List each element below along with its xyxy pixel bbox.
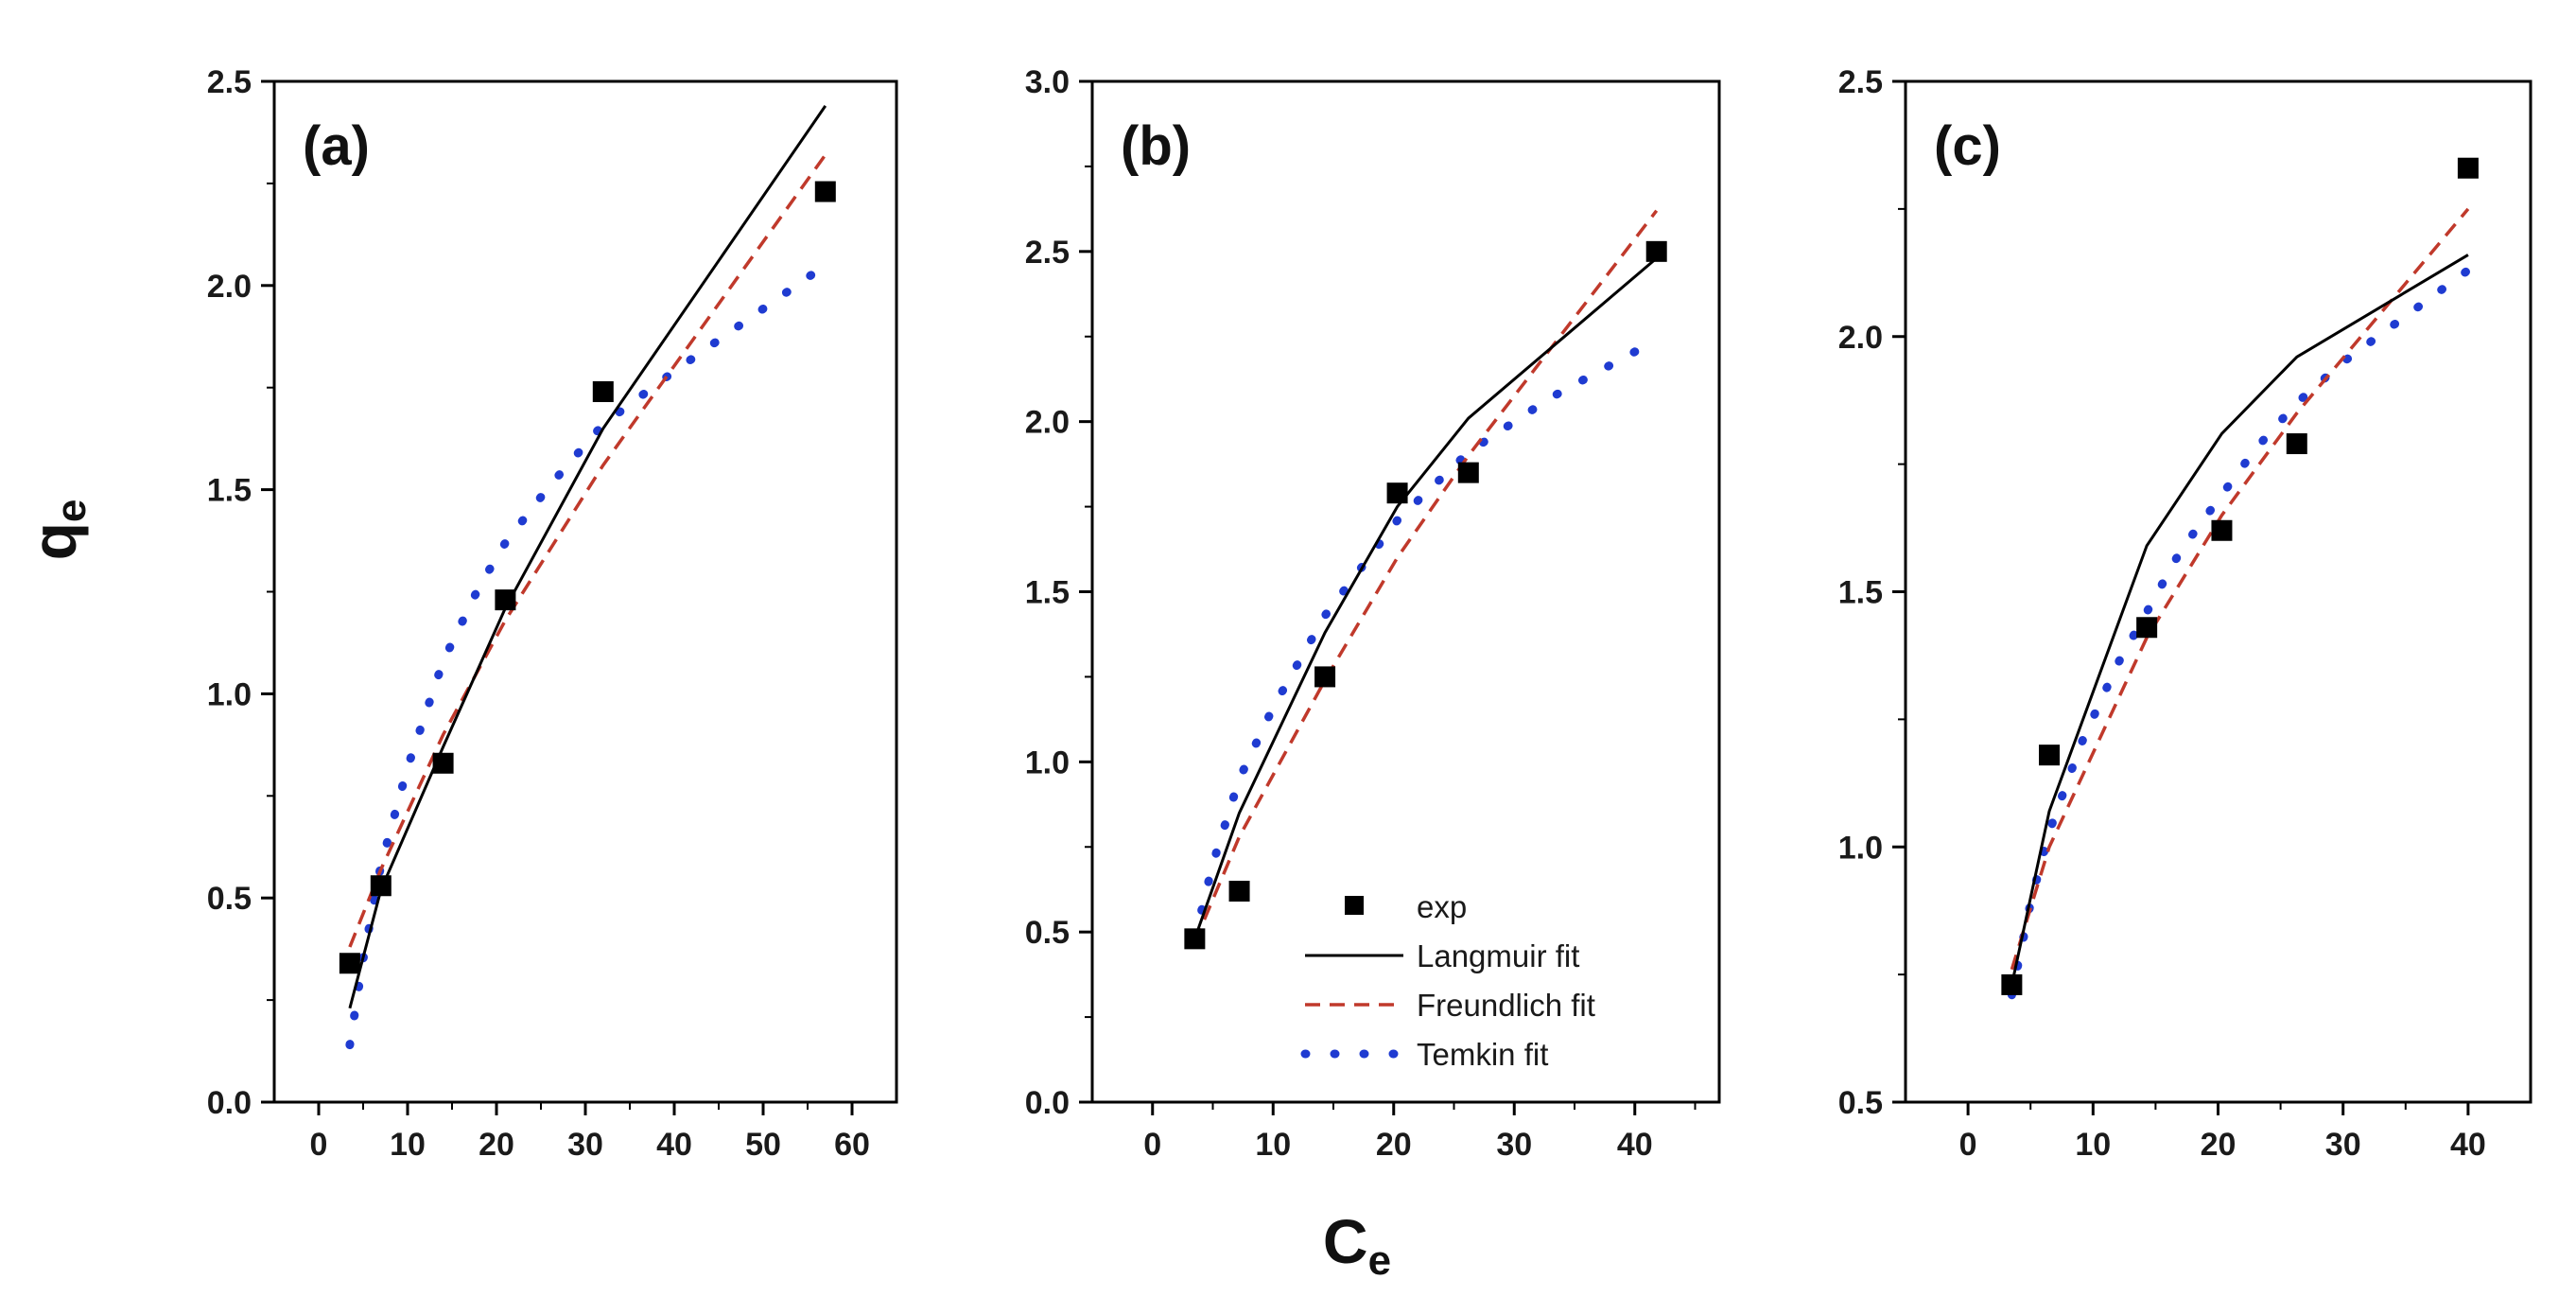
y-tick-label: 0.5 bbox=[207, 881, 252, 917]
series-line-freundlich-fit bbox=[348, 153, 827, 948]
y-tick-label: 0.0 bbox=[1025, 1085, 1070, 1121]
y-tick-label: 0.0 bbox=[207, 1085, 252, 1121]
legend-label: exp bbox=[1417, 889, 1467, 924]
data-point-exp bbox=[2001, 973, 2023, 995]
data-point-exp bbox=[370, 875, 392, 897]
y-tick-label: 1.5 bbox=[1838, 575, 1883, 611]
x-axis-title-main: C bbox=[1323, 1206, 1368, 1276]
data-point-exp bbox=[1184, 928, 1206, 950]
y-tick-label: 2.0 bbox=[207, 269, 252, 305]
plot-area: 0 10 20 30 40 50 60 0.0 0.5 1.0 1.5 2.0 2.5 (a) 0 10 20 3… bbox=[207, 64, 2532, 1163]
series-line-freundlich-fit bbox=[2010, 207, 2470, 971]
data-point-exp bbox=[1645, 240, 1667, 262]
y-axis-title: qe bbox=[19, 500, 95, 561]
data-point-exp bbox=[2457, 157, 2479, 179]
panel-label: (b) bbox=[1121, 115, 1191, 177]
y-tick-label: 0.5 bbox=[1838, 1085, 1883, 1121]
x-tick-label: 10 bbox=[390, 1127, 426, 1163]
legend-symbol-exp bbox=[1345, 896, 1364, 915]
y-axis-title-main: q bbox=[19, 522, 89, 560]
y-tick-label: 1.5 bbox=[207, 473, 252, 509]
panel-label: (c) bbox=[1934, 115, 2001, 177]
y-tick-label: 3.0 bbox=[1025, 64, 1070, 100]
panel-c: 0 10 20 30 40 0.5 1.0 1.5 2.0 2.5 (c) bbox=[1838, 64, 2532, 1163]
y-tick-label: 1.0 bbox=[1025, 745, 1070, 780]
panel-a: 0 10 20 30 40 50 60 0.0 0.5 1.0 1.5 2.0 2.5 (a) bbox=[207, 64, 898, 1163]
data-point-exp bbox=[1457, 462, 1479, 483]
series-line-temkin-fit bbox=[345, 260, 830, 1050]
legend-label: Temkin fit bbox=[1417, 1037, 1548, 1072]
x-tick-label: 0 bbox=[310, 1127, 328, 1163]
legend: exp Langmuir fit Freundlich fit Temkin fit bbox=[1300, 889, 1595, 1072]
y-tick-label: 1.0 bbox=[207, 676, 252, 712]
x-tick-label: 30 bbox=[567, 1127, 603, 1163]
x-tick-label: 10 bbox=[1255, 1127, 1291, 1163]
panel-b: 0 10 20 30 40 0.0 0.5 1.0 1.5 2.0 2.5 3.0 (b) exp Lang… bbox=[1025, 64, 1721, 1163]
series-line-temkin-fit bbox=[2007, 266, 2473, 1000]
x-tick-label: 20 bbox=[1376, 1127, 1412, 1163]
data-point-exp bbox=[2039, 745, 2061, 766]
plot-frame bbox=[1904, 79, 2532, 1104]
data-point-exp bbox=[495, 589, 516, 611]
y-tick-label: 2.0 bbox=[1838, 320, 1883, 356]
y-tick-label: 1.0 bbox=[1838, 830, 1883, 866]
x-tick-label: 10 bbox=[2075, 1127, 2111, 1163]
y-tick-label: 2.0 bbox=[1025, 405, 1070, 441]
data-point-exp bbox=[1386, 482, 1408, 504]
plot-frame bbox=[272, 79, 898, 1104]
series-line-langmuir-fit bbox=[1192, 256, 1658, 939]
x-tick-label: 50 bbox=[745, 1127, 781, 1163]
data-point-exp bbox=[339, 953, 360, 974]
y-tick-label: 1.5 bbox=[1025, 575, 1070, 611]
data-point-exp bbox=[432, 752, 454, 774]
series-line-freundlich-fit bbox=[1192, 209, 1659, 943]
x-tick-label: 40 bbox=[2450, 1127, 2486, 1163]
data-point-exp bbox=[592, 381, 614, 403]
x-tick-label: 40 bbox=[1617, 1127, 1653, 1163]
data-point-exp bbox=[2211, 519, 2233, 541]
x-tick-label: 60 bbox=[834, 1127, 870, 1163]
x-tick-label: 20 bbox=[2201, 1127, 2237, 1163]
data-point-exp bbox=[1314, 666, 1336, 688]
data-point-exp bbox=[1228, 881, 1250, 903]
panel-label: (a) bbox=[303, 115, 370, 177]
y-axis-title-subscript: e bbox=[48, 500, 95, 522]
x-tick-label: 30 bbox=[2325, 1127, 2361, 1163]
x-axis-title: Ce bbox=[1323, 1206, 1391, 1284]
x-tick-label: 0 bbox=[1959, 1127, 1977, 1163]
data-point-exp bbox=[2136, 617, 2158, 639]
x-axis-title-subscript: e bbox=[1368, 1237, 1391, 1284]
data-point-exp bbox=[2286, 433, 2307, 455]
data-point-exp bbox=[814, 181, 836, 202]
series-line-temkin-fit bbox=[1190, 335, 1662, 943]
y-tick-label: 0.5 bbox=[1025, 915, 1070, 951]
legend-label: Langmuir fit bbox=[1417, 938, 1579, 973]
series-line-langmuir-fit bbox=[348, 105, 827, 1009]
series-line-langmuir-fit bbox=[2010, 254, 2469, 986]
x-tick-label: 40 bbox=[656, 1127, 692, 1163]
y-tick-label: 2.5 bbox=[1025, 235, 1070, 271]
y-tick-label: 2.5 bbox=[207, 64, 252, 100]
legend-label: Freundlich fit bbox=[1417, 988, 1595, 1023]
x-tick-label: 0 bbox=[1143, 1127, 1161, 1163]
x-tick-label: 20 bbox=[479, 1127, 514, 1163]
x-tick-label: 30 bbox=[1496, 1127, 1532, 1163]
y-tick-label: 2.5 bbox=[1838, 64, 1883, 100]
